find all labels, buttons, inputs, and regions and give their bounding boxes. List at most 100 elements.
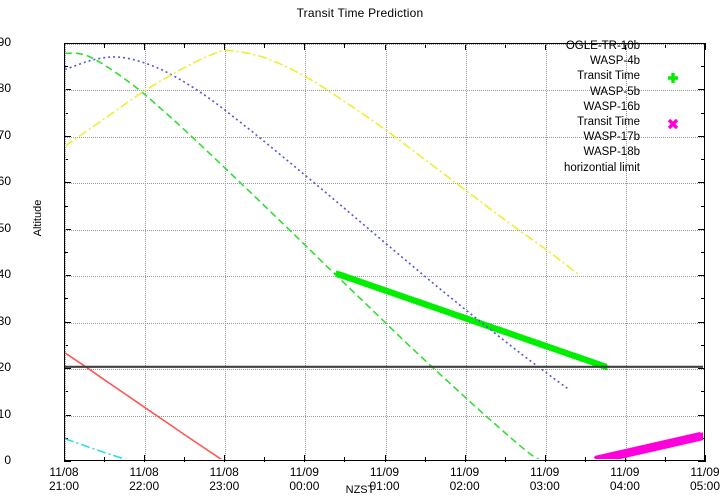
legend-label: Transit Time xyxy=(577,70,640,83)
y-tick-mark xyxy=(64,461,71,462)
legend-item[interactable]: WASP-4b xyxy=(512,55,702,70)
x-minor-tick xyxy=(424,43,426,48)
y-tick-mark xyxy=(698,228,705,230)
x-tick-mark xyxy=(144,455,146,462)
x-minor-tick xyxy=(424,457,426,462)
series-markers-5 xyxy=(593,431,703,459)
y-tick-mark xyxy=(64,182,71,184)
x-minor-tick xyxy=(344,43,346,48)
y-minor-tick xyxy=(64,437,68,439)
gridline-h xyxy=(65,183,704,185)
y-tick-label: 60 xyxy=(0,174,11,189)
series-markers-2 xyxy=(334,270,610,370)
y-tick-label: 80 xyxy=(0,81,11,96)
legend-item[interactable]: Transit Time xyxy=(512,116,702,131)
y-tick-mark xyxy=(64,275,71,277)
y-minor-tick xyxy=(64,391,68,393)
x-tick-label: 11/09 03:00 xyxy=(500,465,590,493)
y-minor-tick xyxy=(64,298,68,300)
y-tick-label: 70 xyxy=(0,127,11,142)
y-minor-tick xyxy=(701,252,705,253)
x-tick-mark xyxy=(544,43,546,50)
y-tick-mark xyxy=(698,414,705,416)
y-tick-mark xyxy=(698,321,705,323)
legend-label: OGLE-TR-10b xyxy=(565,40,640,52)
plot-inner xyxy=(65,44,704,460)
y-tick-label: 10 xyxy=(0,406,11,421)
x-minor-tick xyxy=(664,43,666,48)
x-tick-date: 11/08 xyxy=(49,465,79,479)
x-minor-tick xyxy=(504,43,506,48)
x-minor-tick xyxy=(184,43,186,48)
x-tick-mark xyxy=(384,455,386,462)
x-tick-date: 11/09 xyxy=(450,465,480,479)
x-tick-mark xyxy=(544,455,546,462)
legend-item[interactable]: Transit Time xyxy=(512,70,702,85)
y-tick-mark xyxy=(64,321,71,323)
y-tick-mark xyxy=(698,135,705,137)
gridline-v xyxy=(625,44,627,460)
y-tick-label: 0 xyxy=(4,453,11,467)
series-line-1 xyxy=(65,52,541,459)
legend-label: Transit Time xyxy=(577,115,640,128)
legend-label: WASP-16b xyxy=(583,100,640,113)
x-tick-time: 21:00 xyxy=(48,479,80,493)
legend-item[interactable]: WASP-5b xyxy=(512,86,702,101)
x-tick-time: 23:00 xyxy=(209,479,240,493)
legend-label: WASP-18b xyxy=(583,146,640,159)
x-tick-label: 11/09 02:00 xyxy=(420,465,510,493)
x-tick-time: 00:00 xyxy=(289,479,320,493)
y-minor-tick xyxy=(701,66,705,68)
x-tick-label: 11/08 23:00 xyxy=(179,465,269,493)
x-tick-date: 11/08 xyxy=(129,465,159,479)
y-tick-mark xyxy=(698,461,705,462)
y-tick-mark xyxy=(64,414,71,416)
x-tick-date: 11/09 xyxy=(690,465,720,479)
y-tick-mark xyxy=(64,89,71,91)
gridline-v xyxy=(305,44,307,460)
x-minor-tick xyxy=(664,457,666,462)
x-minor-tick xyxy=(104,457,106,462)
y-minor-tick xyxy=(701,159,705,161)
series-line-6 xyxy=(65,438,127,459)
gridline-v xyxy=(385,44,387,460)
y-tick-mark xyxy=(698,182,705,184)
x-tick-mark xyxy=(705,455,706,462)
y-minor-tick xyxy=(701,298,705,300)
y-tick-mark xyxy=(64,135,71,137)
legend-item[interactable]: horizontial limit xyxy=(512,162,702,177)
x-tick-mark xyxy=(304,43,306,50)
y-minor-tick xyxy=(64,252,68,253)
x-minor-tick xyxy=(584,43,586,48)
y-minor-tick xyxy=(64,159,68,161)
x-tick-date: 11/09 xyxy=(530,465,560,479)
x-tick-mark xyxy=(224,43,226,50)
x-minor-tick xyxy=(264,457,266,462)
x-tick-time: 05:00 xyxy=(689,479,720,493)
y-minor-tick xyxy=(64,66,68,68)
legend-plus-marker-icon xyxy=(668,73,678,84)
legend-item[interactable]: WASP-18b xyxy=(512,146,702,161)
x-tick-mark xyxy=(464,455,466,462)
y-minor-tick xyxy=(64,112,68,114)
series-canvas xyxy=(65,49,703,459)
legend-item[interactable]: WASP-17b xyxy=(512,131,702,146)
legend-item[interactable]: WASP-16b xyxy=(512,101,702,116)
chart-title: Transit Time Prediction xyxy=(296,6,424,20)
y-minor-tick xyxy=(64,205,68,207)
x-tick-label: 11/09 01:00 xyxy=(340,465,430,493)
gridline-h xyxy=(65,369,704,371)
chart-legend: OGLE-TR-10b WASP-4b Transit Time WASP-5b WAS… xyxy=(512,40,702,177)
x-tick-label: 11/09 00:00 xyxy=(259,465,349,493)
gridline-h xyxy=(65,322,704,324)
legend-item[interactable]: OGLE-TR-10b xyxy=(512,40,702,55)
x-tick-mark xyxy=(144,43,146,50)
gridline-v xyxy=(225,44,227,460)
legend-label: WASP-17b xyxy=(583,131,640,144)
legend-label: WASP-4b xyxy=(589,55,640,68)
gridline-h xyxy=(65,44,704,45)
gridline-h xyxy=(65,229,704,231)
gridline-v xyxy=(545,44,547,460)
x-tick-label: 11/09 04:00 xyxy=(580,465,670,493)
gridline-v xyxy=(465,44,467,460)
